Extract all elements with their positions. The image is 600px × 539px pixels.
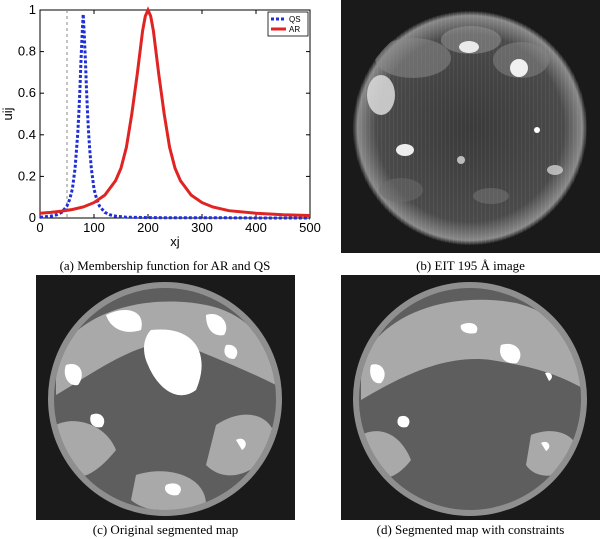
x-axis-label: xj — [170, 234, 180, 249]
constrained-segmented-map — [341, 275, 600, 520]
legend-label-qs: QS — [289, 15, 301, 24]
x-tick-label: 0 — [36, 220, 43, 235]
eit-195-image — [341, 0, 600, 253]
x-tick-label: 400 — [245, 220, 267, 235]
legend-label-ar: AR — [289, 25, 300, 34]
y-tick-label: 0.8 — [18, 44, 36, 59]
y-tick-label: 0.2 — [18, 168, 36, 183]
chart-lines — [39, 6, 311, 220]
legend-box — [267, 11, 309, 37]
x-tick-label: 200 — [137, 220, 159, 235]
x-tick-label: 100 — [83, 220, 105, 235]
caption-d: (d) Segmented map with constraints — [376, 522, 565, 537]
y-tick-label: 0.6 — [18, 85, 36, 100]
caption-c: (c) Original segmented map — [92, 522, 239, 537]
y-axis-label: uij — [0, 107, 15, 120]
y-tick-label: 0 — [29, 210, 36, 225]
series-line-qs — [39, 14, 310, 220]
series-line-ar — [39, 6, 311, 217]
caption-b: (b) EIT 195 Å image — [416, 258, 525, 273]
membership-chart-panel: 0 100 200 300 400 500 0 0.2 0.4 0.6 0.8 1 xj uij QS AR — [0, 0, 330, 255]
caption-a: (a) Membership function for AR and QS — [59, 258, 271, 273]
chart-axes: 0 100 200 300 400 500 0 0.2 0.4 0.6 0.8 1 xj uij — [0, 2, 321, 249]
y-tick-label: 0.4 — [18, 127, 36, 142]
x-tick-label: 500 — [299, 220, 321, 235]
y-tick-label: 1 — [29, 2, 36, 17]
original-segmented-map — [36, 275, 295, 520]
x-tick-label: 300 — [191, 220, 213, 235]
